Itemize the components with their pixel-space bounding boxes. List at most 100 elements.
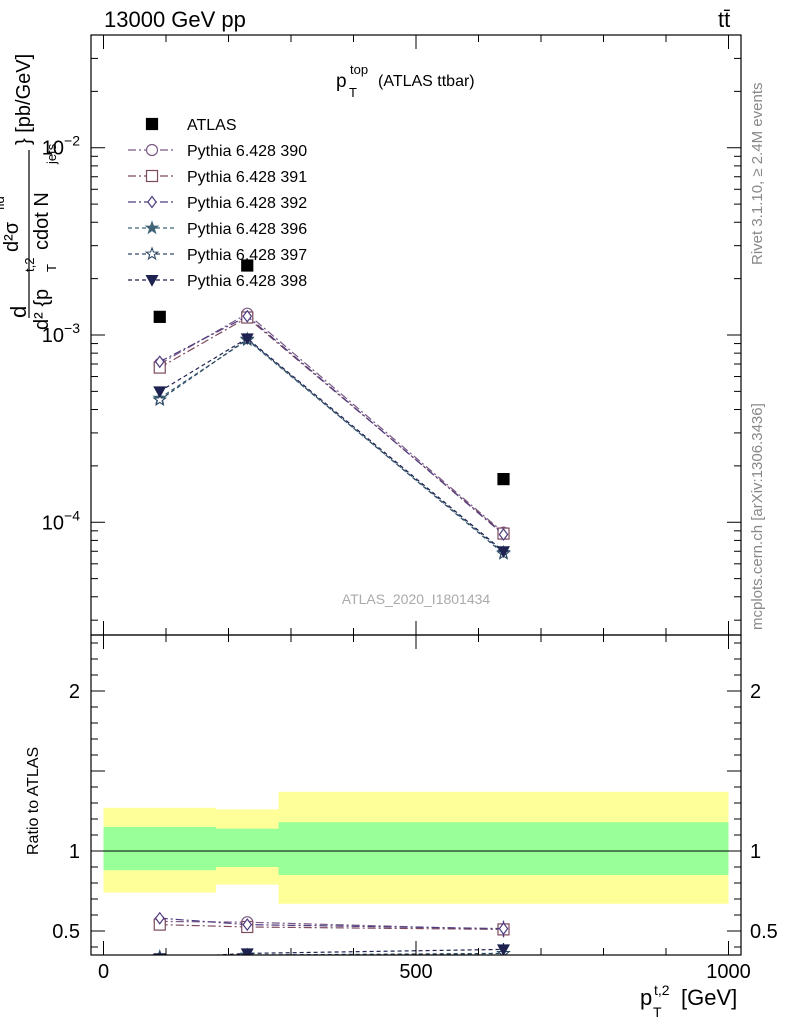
ratio-point [240, 948, 254, 955]
ylabel-numerator-sigma: d²σ [1, 221, 23, 252]
legend-label: Pythia 6.428 398 [187, 273, 307, 290]
main-y-tick-label: 10−4 [42, 507, 80, 534]
main-y-tick-label: 10−3 [42, 320, 80, 347]
ratio-y-tick-label-right: 0.5 [750, 921, 778, 943]
ratio-series-pythia-6-428-390 [153, 915, 510, 938]
legend-marker [147, 195, 157, 209]
series-pythia-6-428-391 [153, 311, 510, 540]
xlabel-unit: [GeV] [681, 985, 737, 1010]
data-point [152, 392, 168, 407]
x-tick-label: 500 [399, 961, 432, 983]
ylabel-unit: } [pb/GeV] [13, 54, 35, 145]
series-line [159, 339, 504, 553]
data-point [241, 259, 254, 272]
x-tick-labels: 0 500 1000 [98, 961, 751, 983]
legend-entry-pythia-6-428-391: Pythia 6.428 391 [128, 169, 307, 186]
ratio-y-tick-label-right: 1 [750, 841, 761, 863]
series-pythia-6-428-390 [153, 307, 510, 539]
data-point [153, 310, 166, 323]
ylabel-numerator-d: d [6, 306, 31, 318]
legend-label: Pythia 6.428 392 [187, 195, 307, 212]
x-tick-label: 1000 [706, 961, 751, 983]
main-series-group [152, 259, 511, 560]
data-point [242, 309, 253, 323]
title-subscript: T [349, 85, 357, 100]
legend-label: Pythia 6.428 391 [187, 169, 307, 186]
legend-entry-pythia-6-428-398: Pythia 6.428 398 [128, 273, 307, 290]
data-point [154, 355, 165, 369]
y-tick-exponent: −3 [64, 320, 80, 336]
rivet-version-label: Rivet 3.1.10, ≥ 2.4M events [749, 83, 766, 266]
band-inner [103, 827, 216, 871]
ratio-y-axis-label: Ratio to ATLAS [25, 747, 42, 855]
xlabel-T: T [653, 1004, 662, 1020]
ratio-series-pythia-6-428-392 [154, 911, 509, 937]
title-superscript: top [350, 62, 368, 77]
legend-marker [145, 275, 159, 287]
ratio-bands [103, 791, 729, 904]
ratio-y-tick-label: 0.5 [52, 921, 80, 943]
ratio-line [159, 917, 504, 930]
plot-title: p top T (ATLAS ttbar) [336, 62, 475, 100]
main-y-tick-labels: 10−410−310−2 [42, 133, 80, 535]
band-inner [278, 822, 729, 875]
y-tick-exponent: −4 [64, 507, 80, 523]
legend-marker [144, 220, 160, 235]
series-pythia-6-428-398 [153, 333, 511, 559]
ylabel-denominator: d² {p [31, 289, 53, 330]
legend-entry-pythia-6-428-397: Pythia 6.428 397 [128, 246, 307, 264]
ratio-series-group [152, 911, 511, 955]
main-panel: 10−410−310−2 ATLAS_2020_I1801434 p top T… [0, 34, 742, 636]
legend-label: ATLAS [187, 117, 237, 134]
ratio-y-tick-label: 1 [69, 841, 80, 863]
ylabel-fid: fid [0, 196, 7, 210]
series-pythia-6-428-392 [154, 309, 509, 542]
ratio-point [496, 944, 511, 955]
ratio-point [498, 922, 509, 936]
mcplots-label: mcplots.cern.ch [arXiv:1306.3436] [749, 403, 766, 630]
ylabel-t2: t,2 [22, 258, 37, 272]
legend-entry-pythia-6-428-396: Pythia 6.428 396 [128, 220, 307, 238]
legend-marker [145, 143, 159, 157]
ylabel-jets: jets [44, 143, 59, 165]
ratio-point [154, 911, 165, 925]
legend-marker [145, 117, 159, 131]
series-atlas [153, 259, 510, 486]
series-pythia-6-428-397 [152, 331, 511, 560]
legend-label: Pythia 6.428 396 [187, 221, 307, 238]
ratio-y-tick-labels: 0.5 0.5 1 1 2 2 [52, 681, 778, 943]
data-point [496, 546, 511, 559]
watermark: ATLAS_2020_I1801434 [342, 591, 491, 607]
legend-label: Pythia 6.428 397 [187, 247, 307, 264]
ylabel-T: T [44, 264, 59, 272]
data-point [153, 386, 167, 399]
data-point [240, 333, 254, 346]
legend-entry-pythia-6-428-390: Pythia 6.428 390 [128, 143, 307, 160]
ratio-series-pythia-6-428-391 [153, 918, 510, 938]
y-tick-exponent: −2 [64, 133, 80, 149]
series-line [159, 337, 504, 552]
x-tick-label: 0 [98, 961, 109, 983]
legend-entry-atlas: ATLAS [145, 117, 237, 134]
ratio-panel: 0.5 0.5 1 1 2 2 0 500 1000 Ratio to ATLAS p T t… [25, 634, 778, 1020]
legend-entry-pythia-6-428-392: Pythia 6.428 392 [128, 195, 307, 212]
legend-marker [145, 169, 159, 183]
legend-label: Pythia 6.428 390 [187, 143, 307, 160]
y-tick-mantissa: 10 [42, 138, 64, 160]
y-tick-mantissa: 10 [42, 325, 64, 347]
band-inner [216, 828, 279, 867]
x-axis-label: p T t,2 [GeV] [640, 982, 737, 1020]
main-axis-ticks [91, 34, 741, 635]
series-line [159, 312, 504, 534]
xlabel-t2: t,2 [654, 982, 670, 998]
ylabel-cdot: cdot N [31, 192, 53, 250]
energy-label: 13000 GeV pp [104, 7, 246, 32]
ratio-y-tick-label: 2 [69, 681, 80, 703]
xlabel-p: p [640, 985, 652, 1010]
legend-marker [144, 246, 160, 261]
ratio-line [207, 948, 504, 955]
series-line [159, 316, 504, 535]
title-symbol: p [336, 71, 347, 92]
data-point [498, 528, 509, 542]
